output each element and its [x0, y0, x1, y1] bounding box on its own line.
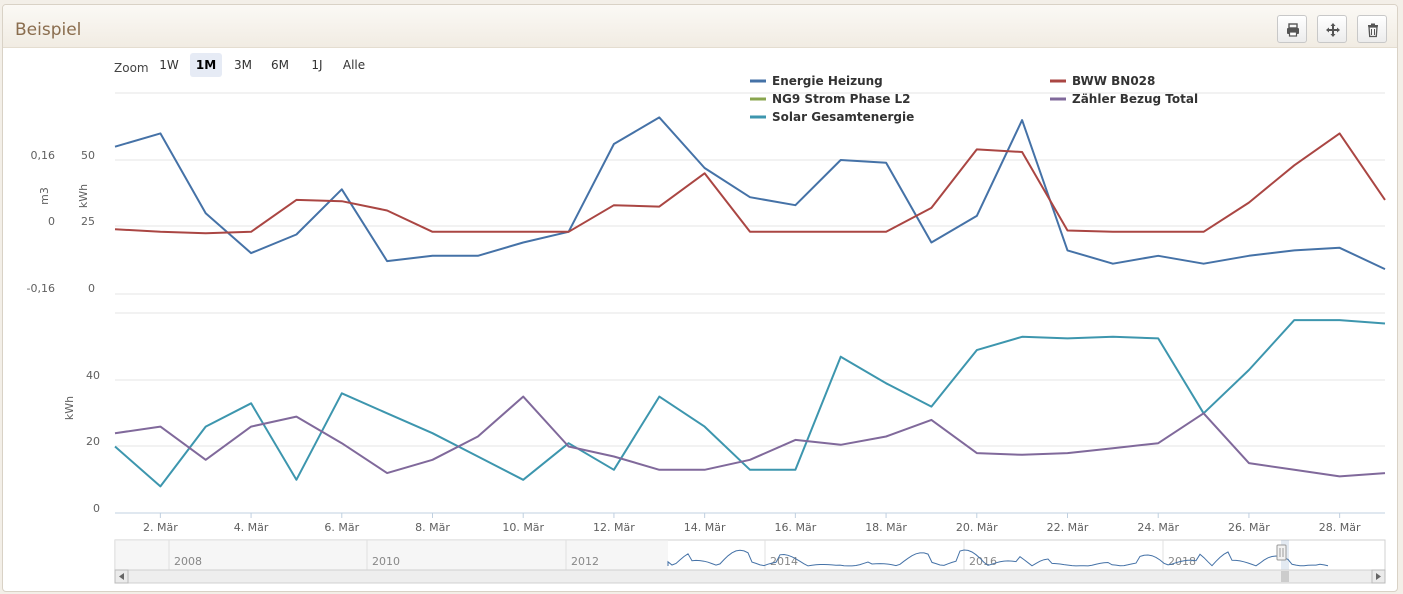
zoom-3m-button[interactable]: 3M	[234, 58, 252, 72]
panel-title: Beispiel	[15, 20, 82, 40]
zoom-all-button[interactable]: Alle	[342, 58, 366, 72]
energie-heizung-legend-label: Energie Heizung	[772, 74, 883, 88]
kwh-bottom-tick-label: 0	[93, 502, 100, 515]
x-tick-label: 6. Mär	[324, 521, 359, 534]
zoom-6m-button[interactable]: 6M	[271, 58, 289, 72]
bww-bn028-series-line	[114, 132, 1386, 235]
bww-bn028-legend-label: BWW BN028	[1072, 74, 1155, 88]
solar-gesamtenergie-series-line	[114, 319, 1386, 488]
move-arrows-icon	[1326, 23, 1340, 37]
chart-panel: Beispiel	[2, 4, 1398, 592]
x-tick-label: 8. Mär	[415, 521, 450, 534]
m3-tick-label: 0	[48, 215, 55, 228]
kwh-bottom-tick-label: 40	[86, 369, 100, 382]
navigator-year-label: 2012	[571, 555, 599, 568]
m3-tick-label: 0,16	[31, 149, 56, 162]
scroll-left-arrow-icon	[119, 573, 124, 580]
navigator-series-trace	[667, 549, 1329, 567]
x-tick-label: 18. Mär	[865, 521, 907, 534]
trash-icon	[1368, 23, 1378, 38]
kwh-top-tick-label: 25	[81, 215, 95, 228]
scrollbar-track	[114, 569, 1386, 584]
delete-button[interactable]	[1357, 15, 1387, 43]
x-tick-label: 12. Mär	[593, 521, 635, 534]
x-tick-label: 20. Mär	[956, 521, 998, 534]
x-tick-label: 10. Mär	[502, 521, 544, 534]
scroll-right-arrow-icon	[1376, 573, 1381, 580]
x-tick-label: 4. Mär	[234, 521, 269, 534]
x-tick-label: 14. Mär	[684, 521, 726, 534]
navigator-handle	[1276, 544, 1287, 561]
kwh-bottom-tick-label: 20	[86, 435, 100, 448]
zoom-1j-button[interactable]: 1J	[311, 58, 323, 72]
zoom-1m-button[interactable]: 1M	[190, 53, 222, 77]
x-tick-label: 26. Mär	[1228, 521, 1270, 534]
print-button[interactable]	[1277, 15, 1307, 43]
zaehler-bezug-total-series-line	[114, 395, 1386, 478]
zaehler-bezug-total-legend-label: Zähler Bezug Total	[1072, 92, 1198, 106]
kwh-top-axis-label: kWh	[77, 184, 90, 208]
kwh-top-tick-label: 0	[88, 282, 95, 295]
x-tick-label: 22. Mär	[1047, 521, 1089, 534]
zoom-1w-button[interactable]: 1W	[159, 58, 179, 72]
x-tick-label: 2. Mär	[143, 521, 178, 534]
solar-gesamtenergie-legend-label: Solar Gesamtenergie	[772, 110, 914, 124]
kwh-top-tick-label: 50	[81, 149, 95, 162]
kwh-bottom-axis-label: kWh	[63, 396, 76, 420]
navigator-year-label: 2014	[770, 555, 798, 568]
printer-icon	[1287, 23, 1299, 37]
x-tick-label: 28. Mär	[1319, 521, 1361, 534]
x-tick-label: 16. Mär	[774, 521, 816, 534]
energie-heizung-series-line	[114, 116, 1386, 271]
scrollbar-thumb	[1281, 571, 1289, 582]
navigator-year-label: 2010	[372, 555, 400, 568]
ng9-strom-phase-l2-legend-label: NG9 Strom Phase L2	[772, 92, 911, 106]
m3-tick-label: -0,16	[27, 282, 55, 295]
x-tick-label: 24. Mär	[1137, 521, 1179, 534]
navigator-mask-left	[115, 540, 668, 570]
move-button[interactable]	[1317, 15, 1347, 43]
navigator-year-label: 2008	[174, 555, 202, 568]
m3-axis-label: m3	[38, 187, 51, 205]
panel-header: Beispiel	[3, 5, 1397, 48]
zoom-label: Zoom	[114, 61, 149, 75]
